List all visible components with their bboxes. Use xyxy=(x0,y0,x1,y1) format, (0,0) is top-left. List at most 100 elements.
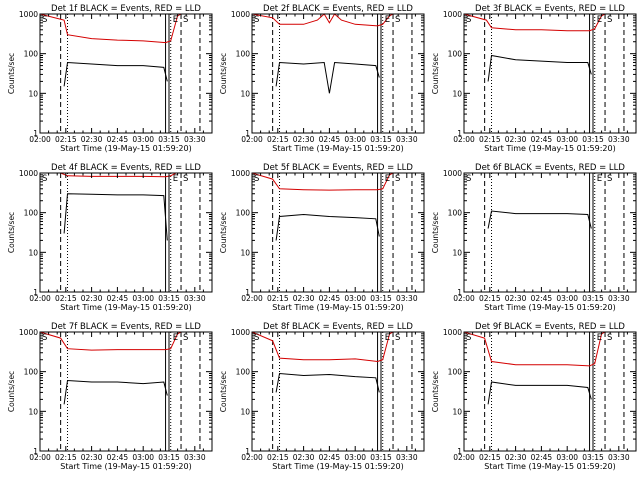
chart-title: Det 3f BLACK = Events, RED = LLD xyxy=(475,4,625,14)
lld-series-line xyxy=(251,13,394,27)
x-tick-label: 02:00 xyxy=(453,453,475,462)
x-axis-title: Start Time (19-May-15 01:59:20) xyxy=(272,303,403,312)
x-tick-label: 02:30 xyxy=(81,453,103,462)
y-tick-label: 1 xyxy=(33,447,38,456)
event-marker-label: E xyxy=(173,333,178,343)
x-tick-label: 02:30 xyxy=(81,294,103,303)
event-marker-label: S xyxy=(42,15,47,25)
event-marker-label: S xyxy=(466,174,471,184)
event-marker-label: S xyxy=(395,174,400,184)
x-tick-label: 02:30 xyxy=(505,135,527,144)
x-tick-label: 02:15 xyxy=(267,453,289,462)
x-axis-title: Start Time (19-May-15 01:59:20) xyxy=(272,462,403,471)
x-tick-label: 03:00 xyxy=(132,294,154,303)
y-axis-title: Counts/sec xyxy=(431,371,440,412)
events-series-line xyxy=(275,372,380,393)
event-marker-label: E xyxy=(597,15,602,25)
event-marker-label: S xyxy=(607,174,612,184)
plot-frame xyxy=(463,13,637,134)
events-series-line xyxy=(275,61,380,94)
chart-title: Det 1f BLACK = Events, RED = LLD xyxy=(51,4,201,14)
x-axis-title: Start Time (19-May-15 01:59:20) xyxy=(484,144,615,153)
plot-frame xyxy=(251,172,425,293)
y-tick-label: 10 xyxy=(28,407,38,416)
chart-title: Det 8f BLACK = Events, RED = LLD xyxy=(263,322,413,332)
x-tick-label: 02:15 xyxy=(55,294,77,303)
chart-panel-7: Det 7f BLACK = Events, RED = LLD 1 10 100 10… xyxy=(7,322,213,471)
y-axis-title: Counts/sec xyxy=(219,53,228,94)
x-tick-label: 03:00 xyxy=(344,135,366,144)
event-marker-label: S xyxy=(466,15,471,25)
x-tick-label: 03:15 xyxy=(158,135,180,144)
x-tick-label: 02:00 xyxy=(29,294,51,303)
events-series-line xyxy=(275,213,380,241)
y-tick-label: 1 xyxy=(245,129,250,138)
y-axis-title: Counts/sec xyxy=(219,212,228,253)
y-tick-label: 1 xyxy=(457,447,462,456)
event-marker-label: S xyxy=(395,333,400,343)
x-tick-label: 03:15 xyxy=(158,294,180,303)
y-tick-label: 10 xyxy=(240,248,250,257)
x-tick-label: 03:15 xyxy=(158,453,180,462)
y-tick-label: 10 xyxy=(452,89,462,98)
lld-series-line xyxy=(463,331,606,367)
x-axis-title: Start Time (19-May-15 01:59:20) xyxy=(60,303,191,312)
y-tick-label: 1 xyxy=(457,129,462,138)
chart-title: Det 5f BLACK = Events, RED = LLD xyxy=(263,163,413,173)
y-tick-label: 1000 xyxy=(231,328,250,337)
x-tick-label: 02:00 xyxy=(29,453,51,462)
events-series-line xyxy=(487,210,592,229)
event-marker-label: S xyxy=(183,174,188,184)
x-tick-label: 02:00 xyxy=(241,453,263,462)
y-tick-label: 1000 xyxy=(19,169,38,178)
event-marker-label: S xyxy=(254,174,259,184)
x-tick-label: 02:45 xyxy=(319,453,341,462)
chart-title: Det 9f BLACK = Events, RED = LLD xyxy=(475,322,625,332)
x-tick-label: 02:30 xyxy=(505,294,527,303)
y-tick-label: 1000 xyxy=(443,328,462,337)
x-tick-label: 03:15 xyxy=(582,294,604,303)
x-tick-label: 03:00 xyxy=(344,453,366,462)
x-tick-label: 02:00 xyxy=(241,135,263,144)
event-marker-label: S xyxy=(42,333,47,343)
x-tick-label: 02:15 xyxy=(479,294,501,303)
y-tick-label: 10 xyxy=(452,407,462,416)
y-tick-label: 100 xyxy=(236,209,251,218)
events-series-line xyxy=(63,61,168,87)
x-tick-label: 02:45 xyxy=(107,135,129,144)
x-tick-label: 02:45 xyxy=(319,135,341,144)
event-marker-label: S xyxy=(254,15,259,25)
y-axis-title: Counts/sec xyxy=(431,53,440,94)
lld-series-line xyxy=(39,13,182,44)
chart-panel-2: Det 2f BLACK = Events, RED = LLD 1 10 100 10… xyxy=(219,4,425,153)
x-tick-label: 03:15 xyxy=(582,135,604,144)
x-tick-label: 03:00 xyxy=(132,135,154,144)
y-tick-label: 1000 xyxy=(443,10,462,19)
y-tick-label: 1 xyxy=(245,288,250,297)
x-tick-label: 03:00 xyxy=(132,453,154,462)
y-tick-label: 1 xyxy=(33,129,38,138)
x-tick-label: 03:30 xyxy=(184,135,206,144)
y-tick-label: 10 xyxy=(452,248,462,257)
plot-frame xyxy=(39,172,213,293)
lld-series-line xyxy=(39,331,182,351)
chart-panel-9: Det 9f BLACK = Events, RED = LLD 1 10 100 10… xyxy=(431,322,637,471)
chart-panel-8: Det 8f BLACK = Events, RED = LLD 1 10 100 10… xyxy=(219,322,425,471)
y-tick-label: 100 xyxy=(236,50,251,59)
x-tick-label: 03:00 xyxy=(556,294,578,303)
x-tick-label: 02:00 xyxy=(453,294,475,303)
events-series-line xyxy=(487,381,592,405)
event-marker-label: S xyxy=(466,333,471,343)
y-tick-label: 100 xyxy=(448,368,463,377)
plot-frame xyxy=(251,331,425,452)
chart-panel-4: Det 4f BLACK = Events, RED = LLD 1 10 100 10… xyxy=(7,163,213,312)
y-tick-label: 10 xyxy=(240,407,250,416)
event-marker-label: E xyxy=(597,174,602,184)
event-marker-label: S xyxy=(42,174,47,184)
lld-series-line xyxy=(463,13,606,32)
y-tick-label: 1 xyxy=(457,288,462,297)
x-axis-title: Start Time (19-May-15 01:59:20) xyxy=(272,144,403,153)
x-tick-label: 03:00 xyxy=(344,294,366,303)
